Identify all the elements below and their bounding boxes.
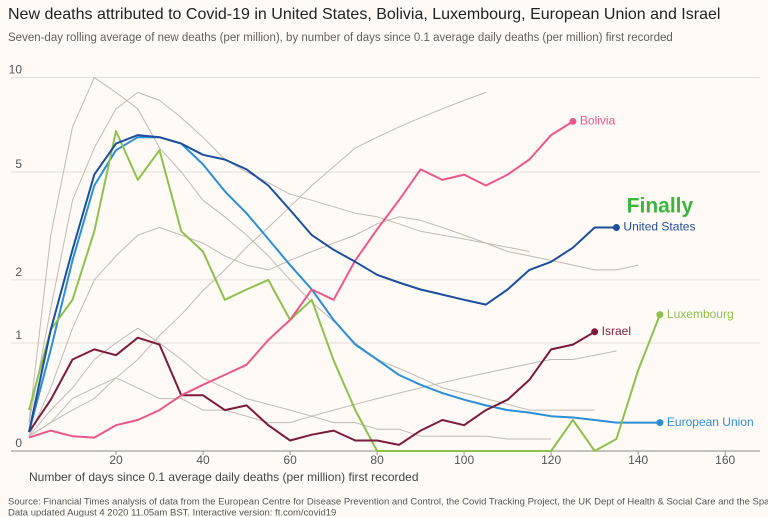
y-tick-label: 1 bbox=[15, 328, 22, 342]
chart-subtitle: Seven-day rolling average of new deaths … bbox=[8, 32, 673, 44]
x-tick-label: 160 bbox=[715, 453, 735, 467]
x-tick-label: 80 bbox=[370, 453, 384, 467]
y-tick-label: 5 bbox=[15, 157, 22, 171]
series-line bbox=[28, 130, 661, 452]
x-tick-label: 100 bbox=[454, 453, 474, 467]
end-dot bbox=[612, 223, 620, 231]
series-label: Bolivia bbox=[580, 114, 616, 128]
chart-title: New deaths attributed to Covid-19 in Uni… bbox=[8, 6, 720, 23]
background-line bbox=[28, 216, 639, 437]
series-label: Luxembourg bbox=[667, 307, 734, 321]
x-tick-label: 40 bbox=[196, 453, 210, 467]
background-line bbox=[28, 91, 530, 423]
note: Data updated August 4 2020 11.05am BST. … bbox=[8, 508, 336, 517]
y-tick-label: 2 bbox=[15, 265, 22, 279]
series-line bbox=[28, 330, 596, 446]
x-axis-label: Number of days since 0.1 average daily d… bbox=[29, 470, 419, 484]
series-label: Israel bbox=[602, 324, 631, 338]
end-dot bbox=[656, 419, 664, 427]
series-line bbox=[28, 120, 574, 439]
series-label: European Union bbox=[667, 415, 754, 429]
series-line bbox=[28, 134, 617, 433]
background-line bbox=[28, 350, 617, 437]
x-tick-label: 60 bbox=[283, 453, 297, 467]
background-line bbox=[28, 91, 487, 437]
source: Source: Financial Times analysis of data… bbox=[8, 497, 768, 508]
x-tick-label: 20 bbox=[109, 453, 123, 467]
y-tick-label: 10 bbox=[9, 63, 23, 77]
background-line bbox=[28, 77, 595, 423]
y-tick-label: 0 bbox=[15, 436, 22, 450]
background-line bbox=[28, 327, 552, 440]
end-dot bbox=[656, 311, 664, 319]
series-line bbox=[28, 136, 660, 433]
x-tick-label: 120 bbox=[541, 453, 561, 467]
end-dot bbox=[569, 117, 577, 125]
series-label: United States bbox=[623, 220, 695, 234]
annotation: Finally bbox=[627, 194, 694, 217]
x-tick-label: 140 bbox=[628, 453, 648, 467]
end-dot bbox=[591, 328, 599, 336]
